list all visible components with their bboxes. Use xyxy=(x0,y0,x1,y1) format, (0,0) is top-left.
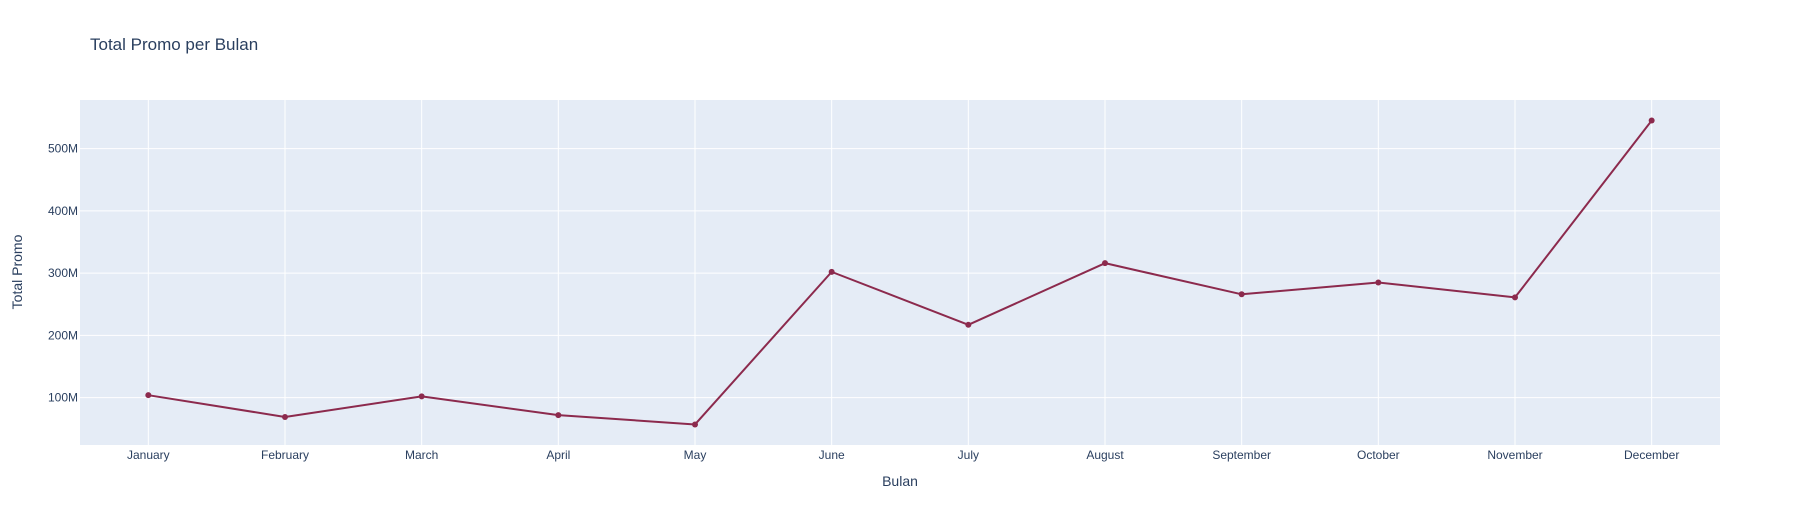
y-tick-label: 200M xyxy=(48,328,78,342)
y-tick-label: 500M xyxy=(48,142,78,156)
x-tick-label: February xyxy=(261,448,309,462)
y-tick-label: 300M xyxy=(48,266,78,280)
series-line xyxy=(148,119,1653,426)
y-axis-title: Total Promo xyxy=(9,234,25,309)
x-tick-label: September xyxy=(1212,448,1271,462)
data-point-may[interactable] xyxy=(692,421,698,428)
data-point-june[interactable] xyxy=(828,268,835,275)
data-point-july[interactable] xyxy=(965,321,972,328)
x-tick-label: April xyxy=(546,448,570,462)
grid-layer xyxy=(80,100,1720,445)
x-axis-title: Bulan xyxy=(882,473,918,489)
x-tick-label: December xyxy=(1624,448,1679,462)
x-tick-label: January xyxy=(127,448,170,462)
x-tick-label: August xyxy=(1086,448,1124,462)
x-tick-label: May xyxy=(684,448,707,462)
data-point-september[interactable] xyxy=(1238,291,1245,298)
data-point-february[interactable] xyxy=(282,413,288,420)
plot-area xyxy=(80,100,1720,445)
y-tick-label: 100M xyxy=(48,391,78,405)
x-tick-label: October xyxy=(1357,448,1400,462)
data-point-october[interactable] xyxy=(1375,279,1382,286)
series-layer xyxy=(145,117,1655,428)
data-point-august[interactable] xyxy=(1102,260,1108,267)
data-point-april[interactable] xyxy=(555,412,562,419)
data-point-march[interactable] xyxy=(418,393,425,400)
x-tick-label: June xyxy=(819,448,845,462)
data-point-november[interactable] xyxy=(1512,294,1518,301)
y-tick-label: 400M xyxy=(48,204,78,218)
data-point-january[interactable] xyxy=(145,392,152,399)
data-point-december[interactable] xyxy=(1648,117,1655,124)
x-axis-ticks: January February March April May June July Augu… xyxy=(127,448,1679,462)
chart-title: Total Promo per Bulan xyxy=(90,35,258,54)
y-axis-ticks: 100M 200M 300M 400M 500M xyxy=(48,142,78,405)
x-tick-label: March xyxy=(405,448,438,462)
x-tick-label: November xyxy=(1487,448,1542,462)
x-tick-label: July xyxy=(958,448,979,462)
